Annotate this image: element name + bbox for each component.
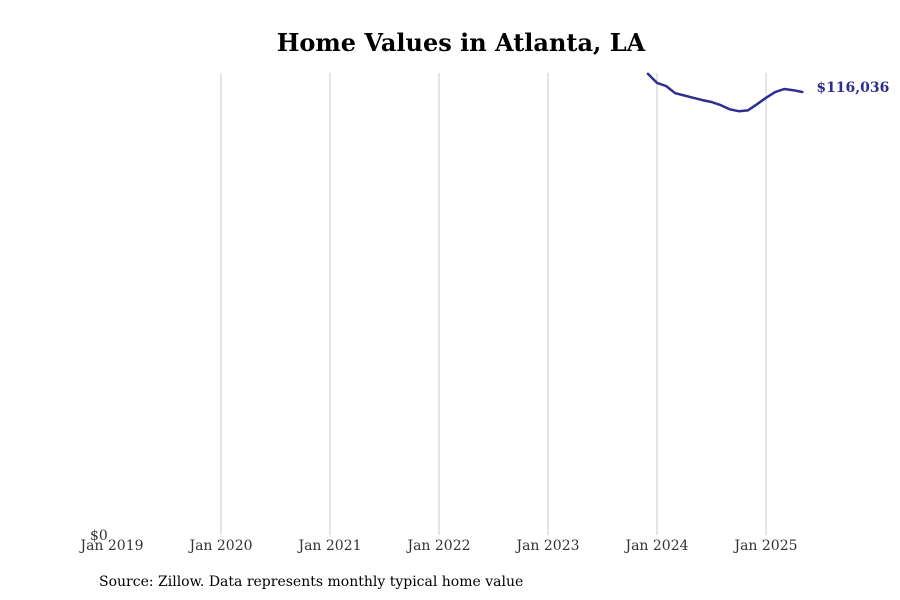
grid-lines: [220, 73, 767, 535]
series-line: [646, 72, 804, 113]
series-end-label: $116,036: [816, 80, 889, 96]
x-tick-label: Jan 2024: [623, 538, 688, 554]
x-tick-label: Jan 2020: [187, 538, 252, 554]
chart-title: Home Values in Atlanta, LA: [276, 28, 646, 57]
series-layer: $116,036: [646, 72, 889, 113]
axis-ticks: Jan 2019 Jan 2020 Jan 2021 Jan 2022 Jan 2023…: [78, 528, 797, 554]
y-tick-label: $0: [90, 528, 108, 544]
x-tick-label: Jan 2023: [514, 538, 579, 554]
x-tick-label: Jan 2022: [405, 538, 470, 554]
source-note: Source: Zillow. Data represents monthly …: [99, 574, 524, 590]
x-tick-label: Jan 2019: [78, 538, 143, 554]
x-tick-label: Jan 2025: [732, 538, 797, 554]
x-tick-label: Jan 2021: [296, 538, 361, 554]
